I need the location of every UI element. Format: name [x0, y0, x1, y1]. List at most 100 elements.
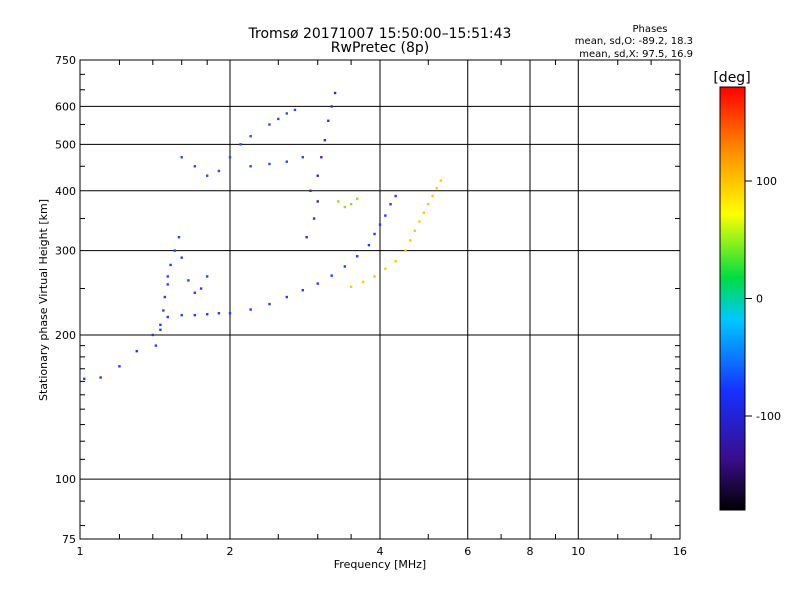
data-point	[193, 313, 197, 317]
y-tick-label: 100	[55, 473, 76, 486]
data-points	[83, 91, 443, 380]
stats-line-x: mean, sd,X: 97.5, 16.9	[579, 49, 693, 60]
data-point	[384, 214, 387, 217]
data-point	[205, 275, 209, 278]
stats-heading: Phases	[632, 24, 667, 35]
y-tick-label: 200	[55, 329, 76, 342]
data-point	[180, 313, 183, 317]
data-point	[199, 287, 203, 290]
colorbar-tick-label: 100	[756, 175, 777, 188]
grid-lines	[80, 60, 680, 539]
y-tick-label: 500	[55, 138, 76, 151]
colorbar-label: [deg]	[713, 70, 750, 86]
data-point	[177, 235, 181, 239]
data-point	[305, 235, 308, 239]
data-point	[83, 377, 86, 380]
data-point	[422, 211, 426, 214]
data-point	[409, 239, 412, 242]
data-point	[162, 309, 165, 312]
x-tick-label: 8	[527, 545, 534, 558]
data-point	[180, 256, 183, 259]
data-point	[316, 200, 319, 203]
data-point	[343, 265, 347, 268]
x-tick-label: 16	[673, 545, 687, 558]
data-point	[301, 289, 305, 292]
data-point	[316, 282, 319, 285]
data-point	[99, 376, 102, 379]
x-axis-label: Frequency [MHz]	[334, 558, 426, 571]
data-point	[217, 312, 221, 315]
data-point	[320, 156, 323, 159]
data-point	[151, 333, 155, 337]
data-point	[249, 308, 252, 311]
data-point	[285, 160, 288, 163]
x-tick-label: 6	[464, 545, 471, 558]
data-point	[327, 119, 330, 122]
data-point	[309, 189, 312, 192]
plot-frame	[79, 59, 681, 540]
y-axis-label: Stationary phase Virtual Height [km]	[37, 199, 50, 401]
data-point	[427, 202, 430, 206]
data-point	[180, 156, 183, 159]
data-point	[166, 283, 169, 286]
data-point	[193, 291, 197, 294]
data-point	[435, 186, 438, 190]
data-point	[135, 349, 138, 353]
data-point	[355, 197, 359, 200]
data-point	[361, 280, 365, 284]
data-point	[431, 194, 434, 198]
data-point	[193, 165, 197, 168]
data-point	[217, 169, 221, 173]
data-point	[166, 275, 169, 278]
data-point	[337, 200, 340, 203]
data-point	[367, 243, 371, 247]
data-point	[268, 302, 271, 306]
data-point	[330, 274, 333, 277]
x-tick-label: 4	[377, 545, 384, 558]
data-point	[316, 174, 319, 177]
colorbar-ticks: 100 0 -100	[745, 175, 781, 423]
y-tick-label: 300	[55, 245, 76, 258]
data-point	[349, 285, 353, 289]
data-point	[187, 279, 190, 282]
colorbar-tick-label: -100	[756, 410, 781, 423]
data-point	[404, 249, 407, 252]
data-point	[169, 263, 172, 267]
data-point	[239, 143, 242, 146]
data-point	[439, 179, 443, 182]
data-point	[394, 260, 397, 263]
data-point	[343, 205, 347, 209]
data-point	[312, 217, 316, 220]
chart-subtitle: RwPretec (8p)	[331, 40, 429, 56]
data-point	[384, 267, 387, 270]
data-point	[166, 315, 169, 319]
data-point	[355, 255, 359, 258]
data-point	[163, 295, 167, 299]
data-point	[285, 295, 288, 299]
data-point	[277, 117, 280, 121]
data-point	[249, 134, 252, 138]
data-point	[228, 312, 232, 315]
data-point	[249, 165, 252, 168]
data-point	[173, 249, 177, 252]
stats-line-o: mean, sd,O: -89.2, 18.3	[575, 36, 693, 47]
y-tick-label: 750	[55, 54, 76, 67]
data-point	[205, 312, 209, 316]
data-point	[228, 156, 232, 159]
y-tick-label: 400	[55, 185, 76, 198]
data-point	[159, 323, 162, 327]
data-point	[378, 223, 382, 226]
x-tick-label: 10	[571, 545, 585, 558]
chart-title: Tromsø 20171007 15:50:00–15:51:43	[248, 26, 512, 42]
data-point	[349, 202, 353, 206]
data-point	[268, 162, 271, 166]
colorbar	[719, 86, 746, 511]
y-tick-label: 75	[62, 533, 76, 546]
data-point	[394, 194, 397, 198]
data-point	[323, 139, 327, 142]
data-point	[293, 108, 297, 112]
axis-ticks: 1 2 4 6 8 10 16 75 100 200 300 400 500 600 750	[55, 54, 687, 558]
data-point	[389, 202, 392, 206]
